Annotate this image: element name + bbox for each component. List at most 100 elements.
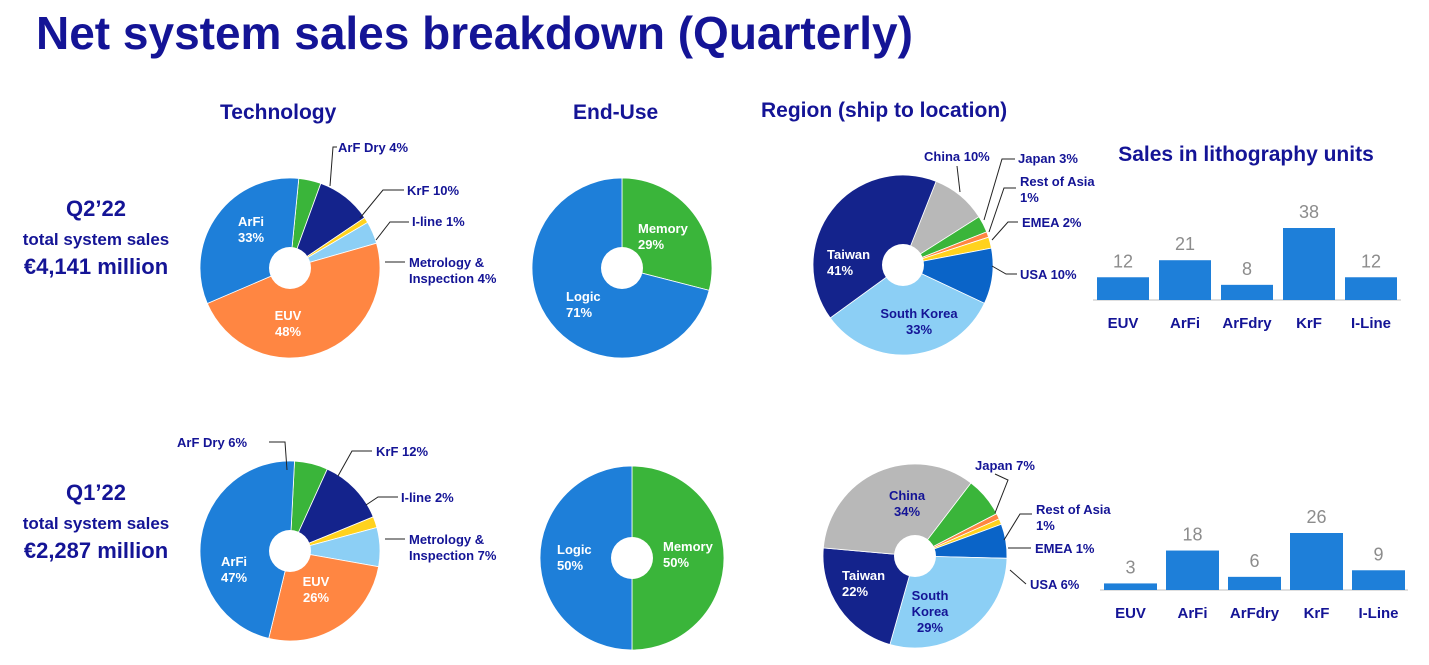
bar-category-label: ArFdry: [1230, 605, 1280, 622]
leader-line-arf-dry: [329, 146, 337, 187]
leader-line-usa: [1009, 569, 1027, 585]
bar-arfi: [1159, 260, 1211, 300]
pie-slice-krf: [289, 468, 374, 552]
leader-line-krf: [337, 450, 372, 477]
leader-line-rest-of-asia: [1003, 513, 1032, 541]
pie-slice-taiwan: [822, 547, 916, 646]
slice-label-emea: EMEA 2%: [1022, 215, 1082, 230]
leader-line-i-line: [375, 221, 409, 241]
bar-value-label: 6: [1249, 551, 1259, 571]
slice-label-china: China 10%: [924, 149, 990, 164]
bar-value-label: 12: [1361, 251, 1381, 271]
pie-slice-euv: [268, 550, 380, 642]
bar-value-label: 9: [1373, 544, 1383, 564]
bar-category-label: ArFi: [1178, 605, 1208, 622]
bar-category-label: I-Line: [1359, 605, 1399, 622]
bar-category-label: EUV: [1108, 315, 1139, 332]
leader-line-china: [956, 165, 961, 193]
slice-label-arfi: ArFi 33%: [238, 214, 264, 245]
bar-category-label: EUV: [1115, 605, 1146, 622]
slice-label-memory: Memory 29%: [638, 221, 689, 252]
region-column-title: Region (ship to location): [761, 99, 1008, 122]
row-label-subtitle: total system sales: [22, 230, 170, 249]
bar-category-label: ArFi: [1170, 315, 1200, 332]
pie-center-hole: [269, 247, 311, 289]
bar-category-label: KrF: [1304, 605, 1330, 622]
bar-category-label: ArFdry: [1222, 315, 1272, 332]
leader-line-arf-dry: [269, 441, 288, 471]
pie-center-hole: [894, 535, 936, 577]
slice-label-arfi: ArFi 47%: [221, 554, 247, 585]
bar-value-label: 18: [1182, 525, 1202, 545]
pie-center-hole: [601, 247, 643, 289]
row-label-q1: Q1’22 total system sales €2,287 million: [0, 480, 196, 564]
slice-label-metrology-inspection: Metrology & Inspection 4%: [409, 255, 497, 286]
bar-value-label: 38: [1299, 202, 1319, 222]
row-label-subtitle: total system sales: [22, 514, 170, 533]
row-label-amount: €2,287 million: [23, 538, 169, 563]
slice-label-china: China 34%: [889, 488, 926, 519]
slice-label-usa: USA 10%: [1020, 267, 1077, 282]
pie-center-hole: [882, 244, 924, 286]
slice-label-i-line: I-line 2%: [401, 490, 454, 505]
row-label-quarter: Q1’22: [66, 480, 126, 505]
bar-category-label: KrF: [1296, 315, 1322, 332]
pie-slice-memory: [621, 177, 713, 291]
page-title: Net system sales breakdown (Quarterly): [36, 7, 913, 59]
slice-label-krf: KrF 10%: [407, 183, 459, 198]
leader-line-emea: [991, 221, 1018, 241]
slice-label-taiwan: Taiwan 22%: [842, 568, 885, 599]
end-use-column-title: End-Use: [573, 101, 659, 124]
bar-value-label: 26: [1306, 507, 1326, 527]
pie-slice-taiwan: [812, 174, 937, 319]
bar-value-label: 12: [1113, 251, 1133, 271]
pie-slice-china: [822, 463, 972, 557]
slice-label-south-korea: South Korea 33%: [880, 306, 958, 337]
bar-i-line: [1345, 277, 1397, 300]
pie-slice-south-korea: [889, 555, 1008, 649]
slice-label-arf-dry: ArF Dry 4%: [338, 140, 409, 155]
leader-line-i-line: [365, 496, 398, 506]
pie-slice-south-korea: [829, 264, 985, 356]
slice-label-arf-dry: ArF Dry 6%: [177, 435, 248, 450]
bar-euv: [1097, 277, 1149, 300]
pie-center-hole: [611, 537, 653, 579]
bar-category-label: I-Line: [1351, 315, 1391, 332]
slice-label-krf: KrF 12%: [376, 444, 428, 459]
slice-label-usa: USA 6%: [1030, 577, 1080, 592]
units-column-title: Sales in lithography units: [1118, 143, 1374, 166]
slice-label-logic: Logic 71%: [566, 289, 601, 320]
leader-line-krf: [359, 189, 404, 219]
leader-line-rest-of-asia: [988, 187, 1016, 233]
slice-label-south-korea: South Korea 29%: [912, 588, 950, 635]
bar-arfi: [1166, 550, 1219, 590]
pie-center-hole: [269, 530, 311, 572]
pie-slice-memory: [631, 465, 725, 651]
slice-label-emea: EMEA 1%: [1035, 541, 1095, 556]
slice-label-taiwan: Taiwan 41%: [827, 247, 870, 278]
bar-krf: [1290, 533, 1343, 590]
slice-label-euv: EUV 26%: [303, 574, 330, 605]
slice-label-japan: Japan 3%: [1018, 151, 1078, 166]
row-label-q2: Q2’22 total system sales €4,141 million: [0, 196, 196, 280]
row-label-amount: €4,141 million: [23, 254, 169, 279]
bar-krf: [1283, 228, 1335, 300]
bar-value-label: 21: [1175, 234, 1195, 254]
slice-label-japan: Japan 7%: [975, 458, 1035, 473]
row-label-quarter: Q2’22: [66, 196, 126, 221]
bar-arfdry: [1221, 284, 1273, 300]
slice-label-rest-of-asia: Rest of Asia 1%: [1020, 174, 1095, 205]
leader-line-usa: [991, 265, 1017, 275]
technology-column-title: Technology: [220, 101, 337, 124]
leader-line-japan: [994, 473, 1009, 514]
pie-slice-euv: [206, 242, 381, 359]
bar-euv: [1104, 583, 1157, 590]
bar-i-line: [1352, 570, 1405, 590]
pie-slice-logic: [539, 465, 633, 651]
slice-label-euv: EUV 48%: [275, 308, 302, 339]
slice-label-memory: Memory 50%: [663, 539, 714, 570]
leader-line-japan: [983, 158, 1015, 221]
bar-arfdry: [1228, 576, 1281, 590]
slice-label-metrology-inspection: Metrology & Inspection 7%: [409, 532, 497, 563]
